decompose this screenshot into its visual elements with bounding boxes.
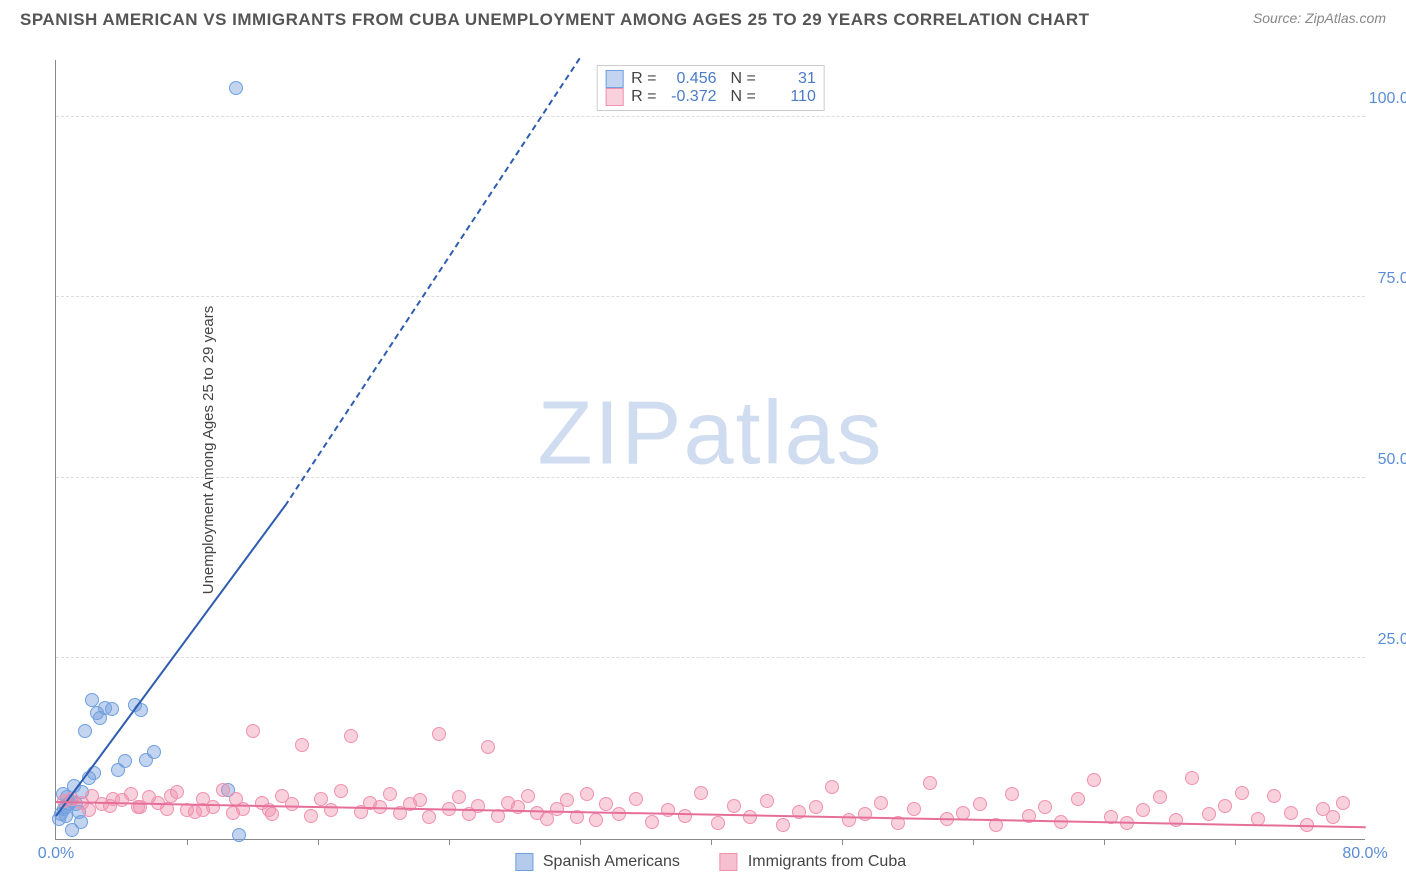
x-tick-mark — [187, 839, 188, 845]
x-tick-mark — [318, 839, 319, 845]
x-tick-start: 0.0% — [38, 845, 74, 863]
legend-item-1: Immigrants from Cuba — [720, 853, 906, 871]
trend-line — [56, 801, 1366, 828]
y-tick-label: 25.0% — [1378, 631, 1406, 649]
x-tick-mark — [973, 839, 974, 845]
stats-row-series-0: R =0.456 N =31 — [605, 70, 816, 88]
trend-line — [55, 505, 286, 817]
chart-plot-area: ZIPatlas Unemployment Among Ages 25 to 2… — [55, 60, 1365, 840]
legend-item-0: Spanish Americans — [515, 853, 680, 871]
legend-label-0: Spanish Americans — [543, 853, 680, 871]
y-tick-label: 75.0% — [1378, 270, 1406, 288]
x-tick-mark — [580, 839, 581, 845]
legend-swatch-0 — [515, 853, 533, 871]
x-tick-mark — [449, 839, 450, 845]
y-tick-label: 50.0% — [1378, 451, 1406, 469]
legend-swatch-1 — [720, 853, 738, 871]
legend-label-1: Immigrants from Cuba — [748, 853, 906, 871]
swatch-series-0 — [605, 70, 623, 88]
x-tick-mark — [842, 839, 843, 845]
chart-title: SPANISH AMERICAN VS IMMIGRANTS FROM CUBA… — [20, 10, 1090, 30]
x-tick-mark — [1104, 839, 1105, 845]
bottom-legend: Spanish Americans Immigrants from Cuba — [515, 853, 906, 871]
stats-row-series-1: R =-0.372 N =110 — [605, 88, 816, 106]
stats-legend-box: R =0.456 N =31 R =-0.372 N =110 — [596, 65, 825, 111]
x-tick-mark — [711, 839, 712, 845]
source-label: Source: ZipAtlas.com — [1253, 10, 1386, 26]
trend-line-extrapolated — [284, 57, 580, 506]
x-tick-mark — [1235, 839, 1236, 845]
swatch-series-1 — [605, 88, 623, 106]
x-tick-end: 80.0% — [1342, 845, 1387, 863]
y-tick-label: 100.0% — [1369, 90, 1406, 108]
